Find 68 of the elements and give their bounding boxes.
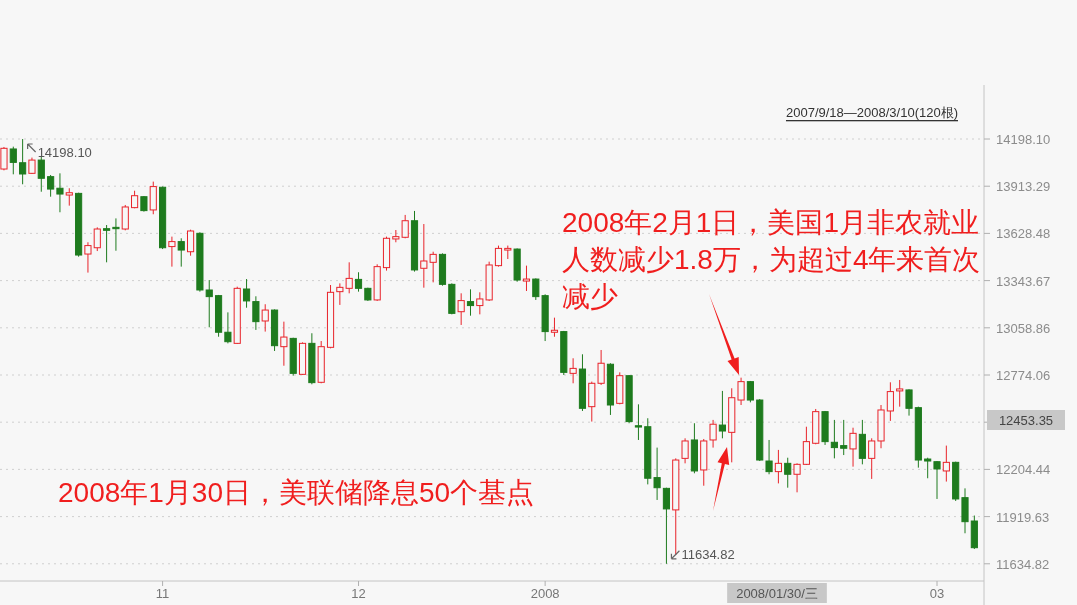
x-tick-label: 11 xyxy=(155,585,170,601)
candlestick xyxy=(84,241,92,274)
candlestick xyxy=(47,174,55,198)
candlestick xyxy=(19,138,27,185)
candlestick xyxy=(466,288,475,317)
text: 11634.82 xyxy=(681,546,735,562)
x-tick-label: 03 xyxy=(929,585,945,601)
x-tick-label: 12 xyxy=(351,585,366,601)
candlestick xyxy=(784,457,792,489)
candlestick xyxy=(149,181,157,215)
text: 12453.35 xyxy=(998,412,1054,428)
candlestick xyxy=(868,437,876,480)
y-tick-label: 12774.06 xyxy=(996,367,1051,383)
candlestick xyxy=(354,271,363,293)
candlestick xyxy=(653,447,661,501)
candlestick xyxy=(662,487,671,565)
x-tick-label: 2008 xyxy=(530,585,560,601)
candlestick xyxy=(886,381,894,422)
text: 14198.10 xyxy=(37,144,92,160)
candlestick xyxy=(896,379,904,408)
candlestick xyxy=(242,278,251,309)
candlestick xyxy=(457,292,465,326)
candlestick xyxy=(205,279,213,328)
candlestick xyxy=(494,245,503,268)
candlestick xyxy=(849,427,857,468)
candlestick xyxy=(121,204,129,231)
candlestick xyxy=(634,403,643,441)
candlestick xyxy=(569,357,577,384)
candlestick xyxy=(942,445,950,483)
text: 2008/01/30/三 xyxy=(736,585,818,601)
candlestick xyxy=(93,226,101,252)
candlestick xyxy=(168,236,176,268)
candlestick xyxy=(774,449,782,484)
candlestick xyxy=(187,229,195,257)
candlestick xyxy=(737,377,745,406)
candlestick xyxy=(280,321,288,367)
candlestick xyxy=(9,146,17,175)
candlestick xyxy=(793,462,801,493)
candlestick xyxy=(522,265,531,292)
candlestick xyxy=(261,303,269,333)
candlestick xyxy=(765,439,773,475)
y-tick-label: 14198.10 xyxy=(996,131,1051,147)
candlestick xyxy=(905,388,913,417)
candlestick xyxy=(709,419,717,449)
candlestick xyxy=(550,317,559,338)
candlestick xyxy=(840,419,848,456)
y-tick-label: 13058.86 xyxy=(996,320,1051,336)
candlestick xyxy=(56,172,64,213)
candlestick xyxy=(103,224,111,263)
y-tick-label: 13913.29 xyxy=(996,178,1051,194)
candlestick xyxy=(933,460,941,500)
y-tick-label: 12204.44 xyxy=(996,461,1051,477)
annotation: 2008年1月30日，美联储降息50个基点 xyxy=(58,476,535,508)
candlestick xyxy=(177,237,185,268)
y-tick-label: 11919.63 xyxy=(996,509,1050,525)
candlestick xyxy=(681,437,689,464)
text: 2007/9/18—2008/3/10(120根) xyxy=(785,104,958,120)
annotation: 2008年2月1日，美国1月非农就业人数减少1.8万，为超过4年来首次减少 xyxy=(562,206,981,312)
y-tick-label: 11634.82 xyxy=(996,556,1050,572)
candlestick xyxy=(112,217,120,252)
candlestick xyxy=(718,390,726,439)
candlestick xyxy=(252,295,260,331)
candlestick xyxy=(37,156,45,193)
y-tick-label: 13628.48 xyxy=(996,225,1051,241)
candlestick xyxy=(802,426,810,466)
y-tick-label: 13343.67 xyxy=(996,273,1051,289)
candlestick xyxy=(830,419,838,459)
candlestick xyxy=(224,311,232,344)
